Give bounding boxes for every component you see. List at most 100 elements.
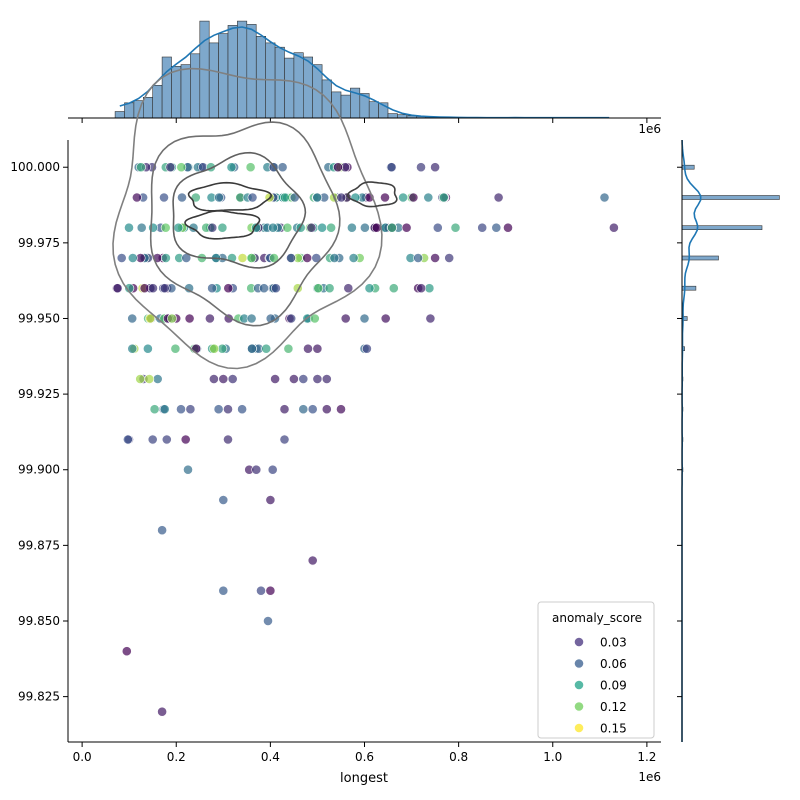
scatter-point [116,253,127,263]
scatter-point [263,616,273,626]
scatter-point [346,222,357,233]
kde-contour [149,121,341,327]
scatter-point [329,253,340,263]
scatter-point [286,253,296,263]
scatter-point [218,585,229,596]
scatter-point [159,283,170,294]
legend-entries: 0.03 0.06 0.09 0.12 0.15 [574,636,627,736]
scatter-point [214,192,224,203]
scatter-point [176,162,187,173]
scatter-point [288,374,299,384]
scatter-point [183,464,193,475]
marginal-x-bar [143,97,154,119]
legend-marker [574,723,584,733]
kde-contour [184,210,261,240]
marginal-x-bar [227,25,238,119]
scatter-point [160,222,171,233]
marginal-x-bar [114,111,125,119]
kde-contour [346,181,398,208]
scatter-point [173,222,184,233]
scatter-point [503,222,513,233]
scatter-point [491,222,502,233]
scatter-point [311,253,322,263]
scatter-point [387,222,397,233]
scatter-point [246,253,257,263]
scatter-point [340,313,351,324]
scatter-point [180,434,191,445]
marginal-x-bar [180,64,191,119]
scatter-point [386,162,397,173]
scatter-point [430,253,440,263]
legend-marker [574,680,584,690]
scatter-point [312,192,323,203]
scatter-point [251,464,262,475]
scatter-point [127,313,138,324]
scatter-point [401,222,412,233]
marginal-x-axis [68,117,661,123]
scatter-point [413,253,423,263]
marginal-y-bar [681,225,763,230]
scatter-point [147,434,158,445]
scatter-point [170,343,181,354]
scatter-point [213,404,224,415]
scatter-point [247,343,257,354]
scatter-point [348,253,359,263]
scatter-point [237,253,248,263]
scatter-point [609,222,619,233]
marginal-x-bar [387,113,398,119]
scatter-point [359,313,370,324]
scatter-point [207,222,218,233]
scatter-point [424,283,435,294]
scatter-point [209,343,220,354]
marginal-x-bar [124,102,135,119]
scatter-point [388,283,399,294]
scatter-point [256,585,266,596]
scatter-point [237,404,247,415]
scatter-points [112,162,619,717]
marginal-x-bar [190,53,201,119]
marginal-x-bar [284,57,295,119]
scatter-point [131,192,142,203]
scatter-point [282,222,293,233]
main-scatter-area: 0.0 0.2 0.4 0.6 0.8 1.0 1.2 99.825 99.850 99.875 9… [10,67,661,764]
legend: anomaly_score 0.03 0.06 0.09 0.12 0.15 [537,601,655,739]
marginal-x-bar [161,56,172,119]
scatter-point [161,434,172,445]
y-tick-label: 99.875 [18,538,60,552]
scatter-point [268,222,278,233]
scatter-point [599,192,610,203]
scatter-point [312,374,323,384]
scatter-point [136,222,147,233]
x-tick-label: 0.8 [449,750,468,764]
scatter-point [313,283,324,294]
marginal-x-bar [208,42,219,119]
scatter-point [279,434,290,445]
scatter-point [112,283,123,294]
scatter-point [450,222,461,233]
scatter-point [246,313,257,324]
marginal-x-bar [293,52,304,119]
marginal-y-bar [681,255,719,261]
legend-marker [574,637,584,647]
legend-label: 0.12 [600,700,627,714]
scatter-point [298,404,309,415]
scatter-point [139,283,150,294]
scatter-point [302,253,313,263]
scatter-point [159,192,169,203]
scatter-point [432,222,443,233]
scatter-point [324,283,335,294]
marginal-x-bar [152,85,163,119]
legend-label: 0.09 [600,679,627,693]
scatter-point [127,343,138,354]
scatter-point [157,525,167,536]
scatter-point [416,283,427,294]
x-tick-label: 1.0 [543,750,562,764]
scatter-point [286,313,297,324]
scatter-point [142,343,153,354]
scatter-point [261,343,272,354]
marginal-y-kde-line [681,139,702,742]
marginal-y-axis [677,140,683,742]
scatter-point [270,374,280,384]
scatter-point [336,192,347,203]
scatter-point [207,283,217,294]
